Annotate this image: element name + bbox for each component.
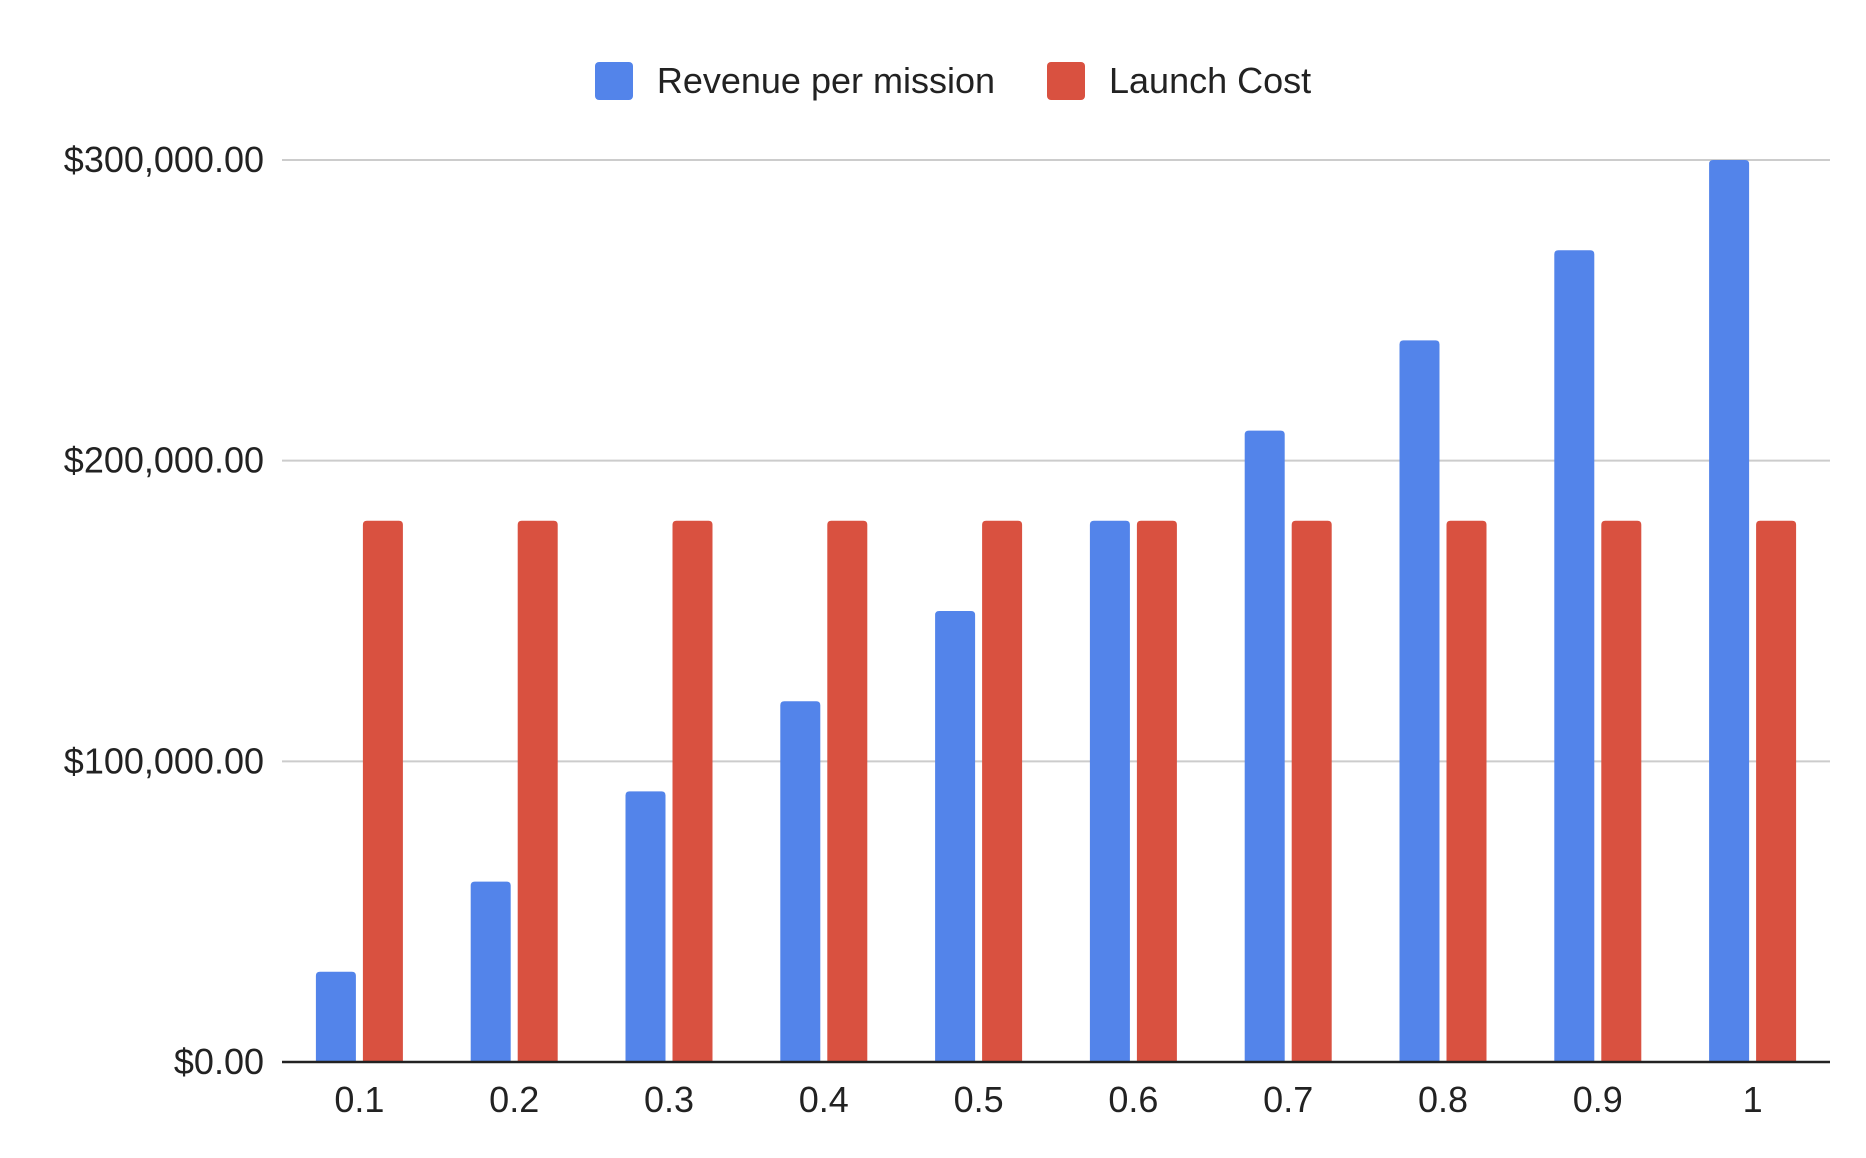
bar-launch-cost-0.2[interactable] [517,520,558,1062]
x-tick-label: 0.7 [1263,1079,1313,1120]
bar-revenue-0.3[interactable] [625,791,666,1062]
bar-launch-cost-0.1[interactable] [362,520,403,1062]
x-axis-ticks: 0.1 0.2 0.3 0.4 0.5 0.6 0.7 0.8 0.9 1 [334,1079,1762,1120]
bar-launch-cost-0.3[interactable] [672,520,713,1062]
legend-swatch-launch-cost [1047,62,1086,100]
x-tick-label: 1 [1743,1079,1763,1120]
bar-revenue-0.8[interactable] [1399,340,1440,1062]
bar-revenue-0.5[interactable] [935,611,976,1062]
y-tick-label: $300,000.00 [64,139,264,180]
bar-launch-cost-0.9[interactable] [1601,520,1642,1062]
bar-launch-cost-0.8[interactable] [1446,520,1487,1062]
x-tick-label: 0.8 [1418,1079,1468,1120]
bar-launch-cost-1[interactable] [1756,520,1797,1062]
y-tick-label: $0.00 [174,1041,264,1082]
bar-revenue-1[interactable] [1709,160,1750,1062]
y-axis-ticks: $0.00 $100,000.00 $200,000.00 $300,000.00 [64,139,264,1082]
bar-revenue-0.9[interactable] [1554,250,1595,1062]
chart-legend: Revenue per mission Launch Cost [0,60,1866,102]
legend-label-launch-cost: Launch Cost [1109,60,1312,101]
x-tick-label: 0.6 [1108,1079,1158,1120]
x-tick-label: 0.3 [644,1079,694,1120]
y-tick-label: $100,000.00 [64,740,264,781]
bar-revenue-0.2[interactable] [470,881,511,1062]
x-tick-label: 0.4 [799,1079,849,1120]
bar-launch-cost-0.4[interactable] [827,520,868,1062]
bars [315,160,1797,1063]
x-tick-label: 0.1 [334,1079,384,1120]
x-tick-label: 0.5 [954,1079,1004,1120]
x-tick-label: 0.9 [1573,1079,1623,1120]
bar-launch-cost-0.5[interactable] [982,520,1023,1062]
bar-revenue-0.6[interactable] [1089,520,1130,1062]
y-tick-label: $200,000.00 [64,440,264,481]
legend-label-revenue: Revenue per mission [656,60,996,101]
bar-revenue-0.4[interactable] [780,701,821,1062]
bar-launch-cost-0.7[interactable] [1291,520,1332,1062]
x-tick-label: 0.2 [489,1079,539,1120]
legend-item-revenue[interactable]: Revenue per mission [594,60,996,102]
bar-revenue-0.1[interactable] [315,971,356,1062]
legend-item-launch-cost[interactable]: Launch Cost [1047,60,1311,102]
legend-swatch-revenue [594,62,633,100]
gridlines [282,159,1830,763]
bar-launch-cost-0.6[interactable] [1136,520,1177,1062]
bar-revenue-0.7[interactable] [1244,430,1285,1063]
